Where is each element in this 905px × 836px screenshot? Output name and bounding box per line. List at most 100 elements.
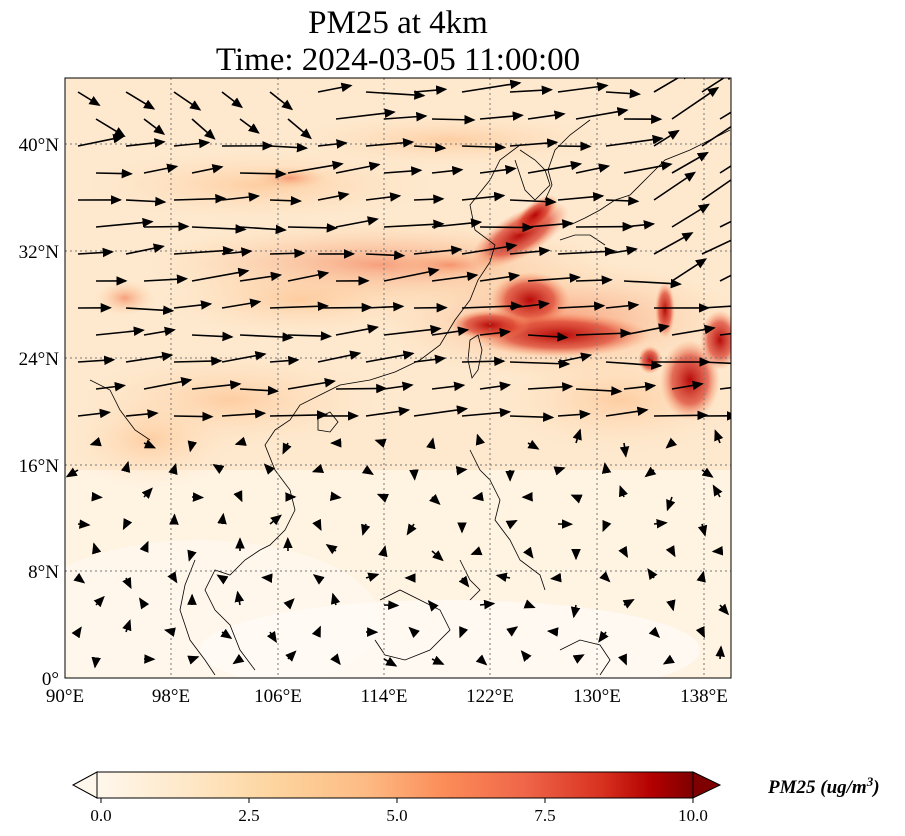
wind-arrow (125, 196, 167, 207)
wind-arrow (143, 163, 179, 174)
wind-arrow (365, 301, 405, 312)
wind-arrow (602, 519, 612, 533)
wind-arrow (287, 331, 332, 341)
wind-arrow (546, 627, 559, 637)
colorbar: 0.0 2.5 5.0 7.5 10.0 PM25 (ug/m3) (71, 771, 880, 825)
wind-arrow (506, 626, 519, 637)
wind-arrow (623, 323, 670, 336)
wind-arrow (95, 217, 154, 228)
wind-arrow (479, 272, 521, 282)
wind-arrow (361, 523, 371, 536)
wind-arrow (191, 492, 205, 502)
wind-arrow (287, 160, 344, 174)
wind-arrow (550, 572, 562, 583)
wind-arrow (239, 332, 294, 342)
colorbar-tick-2-5: 2.5 (238, 806, 259, 825)
wind-arrow (269, 91, 294, 111)
wind-arrow (605, 360, 663, 370)
wind-arrow (431, 114, 476, 125)
colorbar-label-main: PM25 (ug/m (767, 777, 867, 798)
wind-arrow (77, 134, 125, 147)
wind-arrow (557, 352, 593, 363)
wind-arrow (187, 655, 200, 665)
wind-arrow (239, 224, 287, 235)
wind-arrow (461, 191, 506, 202)
wind-arrow (470, 546, 483, 556)
wind-arrow (141, 487, 153, 499)
wind-arrow (619, 442, 630, 458)
wind-arrow (431, 165, 464, 176)
wind-arrow (601, 462, 612, 474)
wind-arrow (263, 463, 275, 475)
wind-arrow (312, 574, 325, 585)
wind-arrow (168, 462, 178, 476)
wind-arrow (623, 381, 657, 392)
wind-arrow (622, 599, 635, 609)
wind-arrow (239, 271, 283, 282)
wind-arrow (701, 467, 714, 478)
title-line-1: PM25 at 4km (308, 5, 488, 41)
wind-arrow (575, 163, 611, 174)
wind-arrow (509, 358, 571, 369)
colorbar-tick-7-5: 7.5 (534, 806, 555, 825)
wind-arrow (505, 519, 518, 530)
wind-arrow (383, 381, 414, 392)
wind-arrow (91, 656, 101, 669)
x-tick-138e: 138°E (680, 686, 728, 707)
wind-arrow (221, 91, 243, 109)
wind-arrow (95, 381, 126, 392)
wind-arrow (479, 164, 517, 175)
wind-arrow (509, 85, 553, 96)
wind-arrow (701, 361, 731, 365)
wind-arrow (653, 518, 668, 529)
wind-arrow (605, 196, 640, 206)
wind-arrow (95, 326, 145, 336)
y-axis-ticks: 40°N 32°N 24°N 16°N 8°N 0° (19, 135, 60, 690)
wind-arrow (479, 222, 534, 233)
wind-arrow (122, 517, 133, 531)
wind-arrow (191, 224, 247, 234)
wind-arrow (413, 245, 463, 256)
wind-arrow (173, 411, 214, 422)
wind-arrow (383, 267, 440, 282)
wind-arrow (287, 270, 330, 282)
wind-arrow (167, 571, 178, 584)
wind-arrow (461, 79, 522, 93)
wind-arrow (575, 275, 613, 285)
wind-arrow (282, 442, 292, 455)
wind-arrow (461, 142, 507, 152)
wind-arrow (365, 192, 402, 202)
wind-arrow (479, 381, 512, 391)
x-tick-122e: 122°E (466, 686, 514, 707)
wind-arrow (557, 409, 591, 420)
wind-arrow (374, 438, 387, 448)
wind-arrow (139, 540, 149, 553)
wind-arrow (335, 383, 388, 394)
wind-arrow (527, 382, 574, 392)
wind-arrow (557, 246, 617, 257)
wind-arrow (431, 381, 466, 392)
wind-arrow (335, 216, 379, 228)
wind-arrow (143, 118, 166, 135)
x-tick-90e: 90°E (46, 686, 84, 707)
wind-arrow (329, 491, 342, 501)
wind-arrow (261, 573, 273, 583)
wind-arrow (461, 242, 518, 255)
wind-arrow (475, 433, 485, 446)
wind-arrow (715, 645, 725, 660)
y-tick-8n: 8°N (28, 562, 59, 583)
wind-arrow (618, 653, 627, 666)
wind-arrow (77, 408, 111, 419)
wind-arrow (413, 194, 445, 204)
wind-arrow (623, 161, 673, 174)
wind-arrow (77, 247, 114, 258)
wind-arrow (459, 626, 469, 639)
wind-arrow (361, 464, 374, 476)
wind-arrow (623, 220, 656, 230)
wind-arrow (666, 599, 676, 612)
y-tick-24n: 24°N (19, 349, 60, 370)
wind-arrow (283, 598, 295, 610)
colorbar-label-close: ) (871, 777, 879, 798)
wind-arrow (671, 258, 708, 282)
